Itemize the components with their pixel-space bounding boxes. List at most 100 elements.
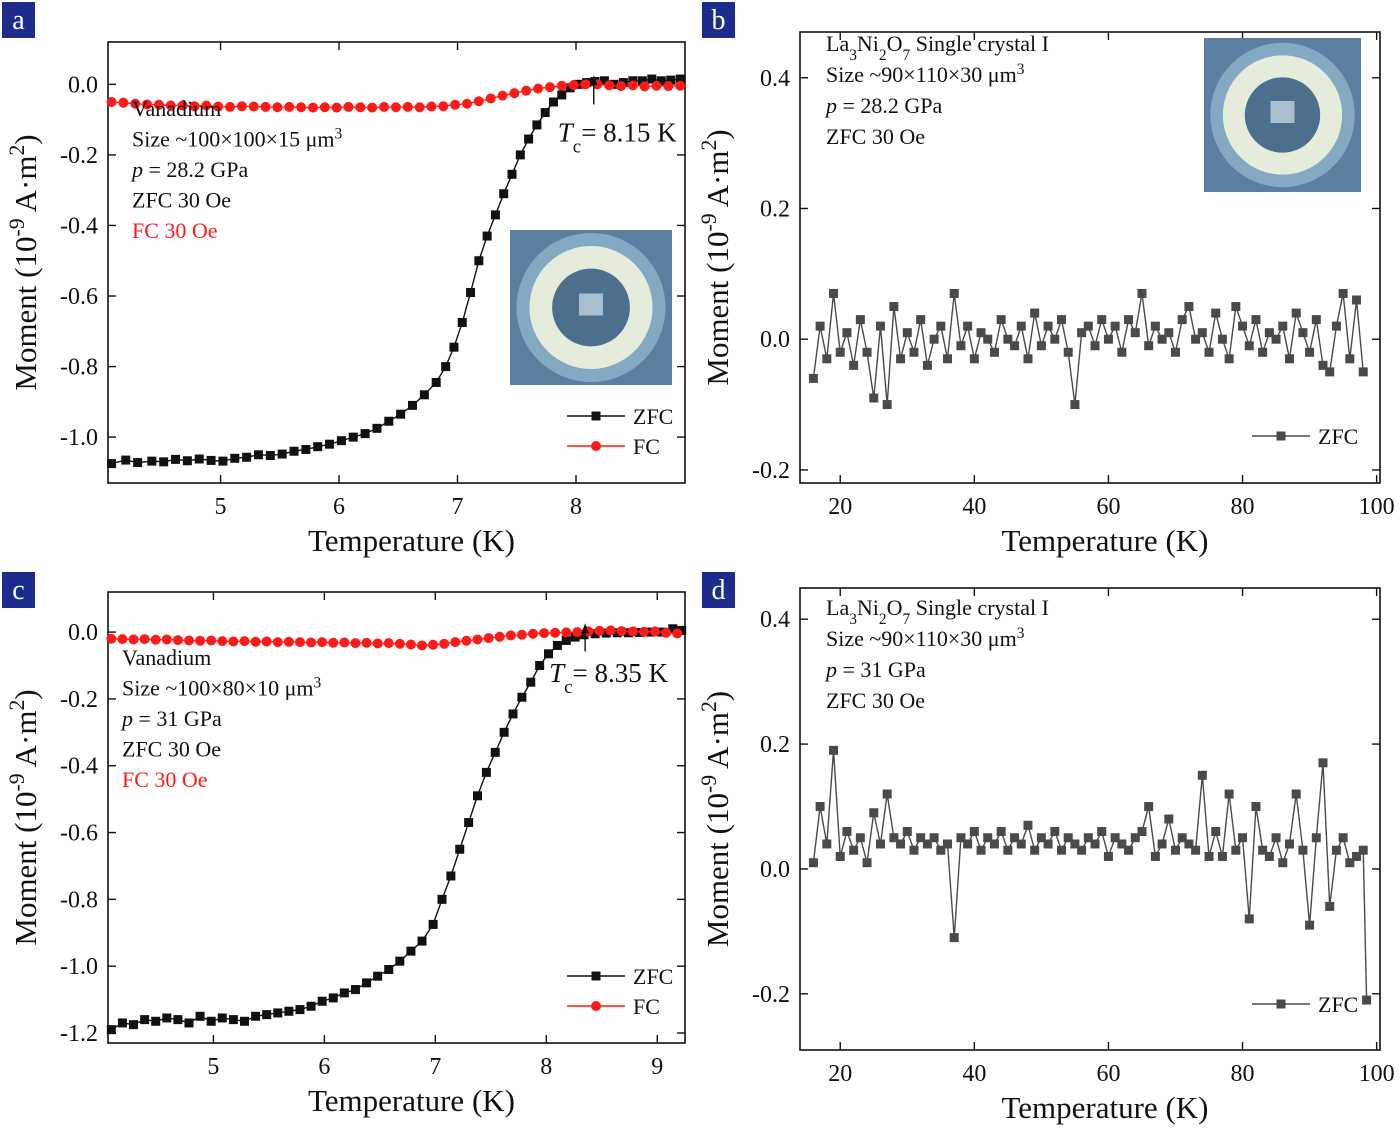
data-point-zfc xyxy=(552,640,562,650)
data-point-zfc xyxy=(1184,839,1194,849)
data-point-zfc xyxy=(1083,321,1093,331)
x-tick-label: 100 xyxy=(1359,1061,1395,1087)
annotation-text: Vanadium xyxy=(132,96,221,121)
data-point-zfc xyxy=(1197,328,1207,338)
panel-badge xyxy=(2,572,35,608)
data-point-zfc xyxy=(1057,315,1067,325)
data-point-fc xyxy=(261,636,272,647)
annotation-text: p = 28.2 GPa xyxy=(824,93,943,118)
data-point-zfc xyxy=(277,449,287,459)
data-point-zfc xyxy=(1197,770,1207,780)
x-tick-label: 8 xyxy=(570,494,582,520)
x-tick-label: 20 xyxy=(828,494,852,520)
data-point-fc xyxy=(272,102,283,113)
legend-marker-zfc xyxy=(591,411,601,421)
data-point-zfc xyxy=(983,334,993,344)
data-point-fc xyxy=(394,638,405,649)
data-point-fc xyxy=(165,100,176,111)
data-point-zfc xyxy=(1016,321,1026,331)
data-point-fc xyxy=(521,85,532,96)
data-point-zfc xyxy=(540,108,550,118)
data-point-zfc xyxy=(855,833,865,843)
data-point-fc xyxy=(331,102,342,113)
data-point-zfc xyxy=(162,1013,172,1023)
data-point-zfc xyxy=(956,341,966,351)
data-point-zfc xyxy=(431,377,441,387)
data-point-fc xyxy=(417,640,428,651)
data-point-zfc xyxy=(969,354,979,364)
data-point-zfc xyxy=(666,75,676,85)
data-point-zfc xyxy=(1291,308,1301,318)
data-point-zfc xyxy=(983,833,993,843)
data-point-zfc xyxy=(1258,845,1268,855)
annotation-text: ZFC 30 Oe xyxy=(122,737,221,762)
data-point-zfc xyxy=(1358,367,1368,377)
y-tick-label: -1.0 xyxy=(60,425,98,451)
data-point-fc xyxy=(184,635,195,646)
y-tick-label: 0.0 xyxy=(68,620,98,646)
data-point-zfc xyxy=(515,150,525,160)
data-point-zfc xyxy=(140,1015,150,1025)
data-point-zfc xyxy=(1144,802,1154,812)
data-point-zfc xyxy=(419,390,429,400)
panel-c: 5 6 7 8 9 0.0 -0.2 -0.4 -0.6 -0.8 -1.0 -1.2 Temperat… xyxy=(2,572,687,1118)
data-point-fc xyxy=(439,638,450,649)
data-point-zfc xyxy=(428,919,438,929)
x-tick-label: 100 xyxy=(1359,494,1395,520)
data-point-zfc xyxy=(902,328,912,338)
x-tick-label: 5 xyxy=(207,1054,219,1080)
data-point-zfc xyxy=(1217,851,1227,861)
legend-marker-fc xyxy=(591,1001,601,1011)
data-point-zfc xyxy=(909,845,919,855)
x-axis-label: Temperature (K) xyxy=(308,523,515,558)
data-point-zfc xyxy=(1271,833,1281,843)
data-point-zfc xyxy=(1264,851,1274,861)
plot-frame xyxy=(799,587,1381,1051)
data-point-zfc xyxy=(1036,341,1046,351)
annotation-text: Size ~90×110×30 μm3 xyxy=(826,625,1025,652)
legend-marker-zfc xyxy=(1276,999,1286,1009)
data-point-zfc xyxy=(107,459,117,469)
data-point-zfc xyxy=(417,936,427,946)
data-point-zfc xyxy=(1298,328,1308,338)
data-point-zfc xyxy=(173,1015,183,1025)
data-point-zfc xyxy=(548,97,558,107)
data-point-zfc xyxy=(1244,341,1254,351)
data-point-zfc xyxy=(1164,328,1174,338)
data-point-zfc xyxy=(482,231,492,241)
data-point-zfc xyxy=(1097,315,1107,325)
data-point-fc xyxy=(539,628,550,639)
data-point-zfc xyxy=(989,347,999,357)
data-point-fc xyxy=(361,637,372,648)
data-point-zfc xyxy=(1023,354,1033,364)
data-point-zfc xyxy=(194,454,204,464)
data-point-zfc xyxy=(106,1025,116,1035)
data-point-zfc xyxy=(896,354,906,364)
data-point-zfc xyxy=(875,839,885,849)
data-point-zfc xyxy=(963,839,973,849)
y-tick-label: -0.2 xyxy=(752,458,790,484)
data-point-zfc xyxy=(1030,845,1040,855)
data-point-zfc xyxy=(869,393,879,403)
data-point-zfc xyxy=(147,456,157,466)
data-point-zfc xyxy=(996,315,1006,325)
data-point-zfc xyxy=(1090,839,1100,849)
data-point-zfc xyxy=(1010,833,1020,843)
data-point-fc xyxy=(306,637,317,648)
data-point-zfc xyxy=(647,74,657,84)
data-point-zfc xyxy=(441,362,451,372)
data-point-zfc xyxy=(1291,789,1301,799)
data-point-fc xyxy=(250,636,261,647)
data-point-zfc xyxy=(936,321,946,331)
data-point-zfc xyxy=(1305,347,1315,357)
data-point-zfc xyxy=(1258,347,1268,357)
data-point-zfc xyxy=(239,1016,249,1026)
data-point-zfc xyxy=(253,450,263,460)
data-point-zfc xyxy=(396,409,406,419)
annotation-text: La3Ni2O7 Single crystal I xyxy=(826,595,1049,628)
data-point-zfc xyxy=(916,315,926,325)
tc-arrow-head xyxy=(581,623,590,634)
data-point-zfc xyxy=(815,321,825,331)
data-point-zfc xyxy=(936,845,946,855)
tc-label: Tc= 8.35 K xyxy=(549,658,668,698)
